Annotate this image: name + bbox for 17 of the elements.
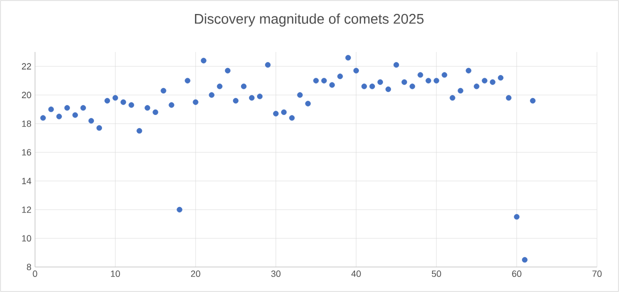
x-tick-label: 60 (512, 270, 522, 277)
x-tick-label: 10 (110, 270, 120, 277)
x-tick-label: 50 (432, 270, 442, 277)
y-tick-label: 10 (22, 235, 32, 242)
y-tick-label: 16 (22, 149, 32, 156)
x-tick-label: 0 (32, 270, 38, 277)
x-tick-label: 20 (191, 270, 200, 277)
x-tick-label: 70 (592, 270, 602, 277)
y-tick-label: 14 (22, 178, 32, 184)
y-tick-label: 18 (22, 120, 32, 127)
x-tick-label: 40 (351, 270, 361, 277)
y-tick-label: 8 (26, 264, 32, 270)
y-tick-label: 22 (22, 63, 32, 70)
y-tick-label: 12 (22, 206, 32, 213)
x-tick-label: 30 (271, 270, 281, 277)
y-tick-label: 20 (22, 92, 32, 98)
chart-title: Discovery magnitude of comets 2025 (194, 14, 424, 27)
